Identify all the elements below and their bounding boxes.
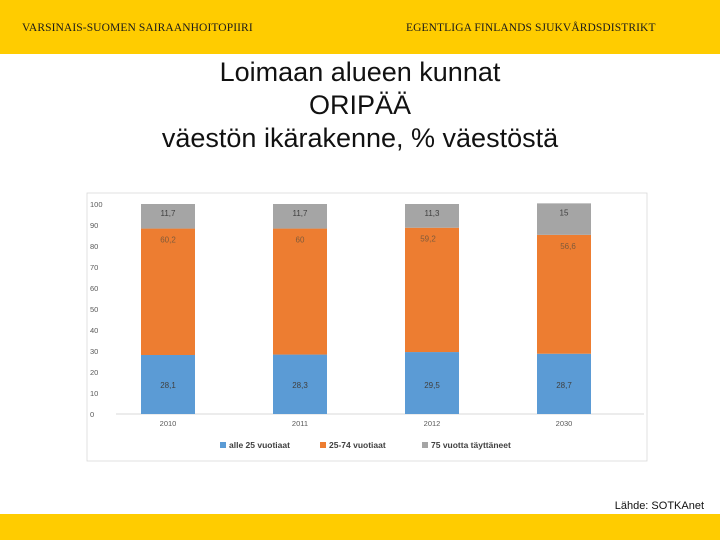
data-label: 28,1 <box>160 381 176 390</box>
bar-segment <box>405 227 459 353</box>
data-label: 11,3 <box>425 209 441 218</box>
title-line-3: väestön ikärakenne, % väestöstä <box>161 123 559 153</box>
header-right-text: EGENTLIGA FINLANDS SJUKVÅRDSDISTRIKT <box>406 22 656 34</box>
data-label: 60 <box>296 236 305 245</box>
data-label: 28,7 <box>556 381 572 390</box>
legend-swatch <box>320 442 326 448</box>
y-tick-label: 10 <box>90 389 98 398</box>
x-tick-label: 2011 <box>292 419 308 428</box>
bar-segment <box>273 204 327 229</box>
data-label: 15 <box>560 208 569 217</box>
y-tick-label: 100 <box>90 200 103 209</box>
x-tick-label: 2012 <box>424 419 441 428</box>
bar-segment <box>273 354 327 414</box>
y-tick-label: 80 <box>90 242 98 251</box>
title-line-2: ORIPÄÄ <box>308 90 412 120</box>
footer-bar <box>0 514 720 540</box>
header-bar: VARSINAIS-SUOMEN SAIRAANHOITOPIIRI EGENT… <box>0 0 720 54</box>
bar-segment <box>405 352 459 414</box>
y-tick-label: 40 <box>90 326 98 335</box>
bar-segment <box>141 204 195 229</box>
y-tick-label: 20 <box>90 368 98 377</box>
y-tick-label: 0 <box>90 410 94 419</box>
data-label: 11,7 <box>293 209 309 218</box>
legend-label: 25-74 vuotiaat <box>329 440 386 450</box>
slide-title: Loimaan alueen kunnat ORIPÄÄ väestön ikä… <box>0 56 720 155</box>
legend-label: alle 25 vuotiaat <box>229 440 290 450</box>
source-note: Lähde: SOTKAnet <box>614 500 704 512</box>
bar-segment <box>537 353 591 414</box>
bar-segment <box>537 234 591 354</box>
data-label: 59,2 <box>420 235 436 244</box>
bar-segment <box>141 354 195 414</box>
legend-swatch <box>422 442 428 448</box>
bar-segment <box>537 203 591 235</box>
bar-segment <box>273 228 327 355</box>
x-tick-label: 2030 <box>556 419 573 428</box>
data-label: 29,5 <box>424 381 440 390</box>
title-line-1: Loimaan alueen kunnat <box>219 57 501 87</box>
chart-border <box>86 192 648 462</box>
bar-segment <box>405 204 459 228</box>
y-tick-label: 60 <box>90 284 98 293</box>
y-tick-label: 30 <box>90 347 98 356</box>
legend-label: 75 vuotta täyttäneet <box>431 440 511 450</box>
data-label: 28,3 <box>292 381 308 390</box>
legend-swatch <box>220 442 226 448</box>
stacked-bar-chart: 010203040506070809010028,160,211,7201028… <box>86 192 648 462</box>
bar-segment <box>141 228 195 355</box>
y-tick-label: 70 <box>90 263 98 272</box>
data-label: 11,7 <box>161 209 177 218</box>
data-label: 60,2 <box>160 236 176 245</box>
x-tick-label: 2010 <box>160 419 177 428</box>
header-left-text: VARSINAIS-SUOMEN SAIRAANHOITOPIIRI <box>22 22 253 34</box>
y-tick-label: 50 <box>90 305 98 314</box>
data-label: 56,6 <box>560 242 576 251</box>
y-tick-label: 90 <box>90 221 98 230</box>
